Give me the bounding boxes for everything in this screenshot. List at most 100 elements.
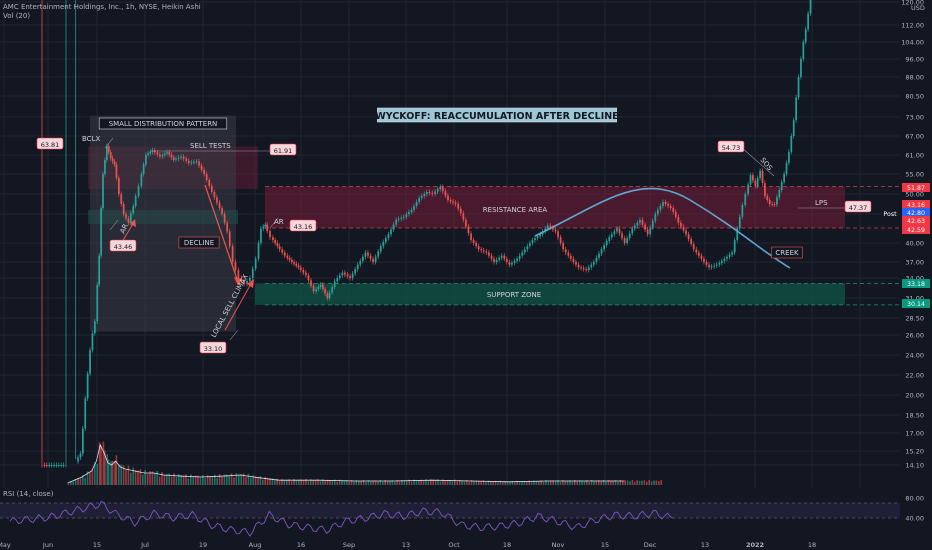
candle-body <box>444 191 447 196</box>
volume-bar <box>360 480 362 485</box>
volume-bar <box>499 480 502 485</box>
candle-body <box>526 246 529 250</box>
volume-bar <box>122 465 125 485</box>
volume-bar <box>468 481 470 485</box>
volume-bar <box>648 480 650 485</box>
volume-bar <box>518 481 521 485</box>
axis-badge-bg <box>902 279 930 288</box>
volume-bar <box>166 474 168 485</box>
volume-bar <box>156 470 158 485</box>
volume-bar <box>216 477 218 485</box>
candle-body <box>636 222 639 226</box>
volume-bar <box>516 480 518 485</box>
ar-arrow-line <box>121 221 135 243</box>
x-tick-label: 15 <box>601 541 609 549</box>
volume-bar <box>79 478 82 485</box>
candle-body <box>127 218 130 223</box>
volume-bar <box>245 477 247 485</box>
candle-body <box>351 273 354 278</box>
candle-body <box>428 192 431 193</box>
volume-bar <box>502 482 504 485</box>
candle-body <box>243 281 245 284</box>
candle-body <box>266 224 269 231</box>
y-tick-label: 17.00 <box>905 430 924 438</box>
y-tick-label: 24.00 <box>905 352 924 360</box>
x-tick-label: Aug <box>249 541 262 549</box>
price-label-left: 54.73 <box>717 140 745 153</box>
volume-bar <box>552 480 554 485</box>
price-label-left: 43.16 <box>289 219 317 232</box>
candle-body <box>130 213 132 223</box>
volume-bar <box>228 476 230 485</box>
volume-bar <box>240 474 242 485</box>
volume-bar <box>564 480 566 485</box>
candle-body <box>631 228 634 234</box>
candle-body <box>771 204 773 205</box>
candle-body <box>623 238 626 243</box>
candle-body <box>96 284 99 322</box>
volume-bar <box>595 480 598 485</box>
x-tick-label: May <box>0 541 11 549</box>
candle-body <box>200 165 203 170</box>
decline-label: DECLINE <box>184 239 214 247</box>
candle-body <box>283 252 286 256</box>
volume-bar <box>504 481 506 485</box>
volume-bar <box>154 473 156 485</box>
volume-bar <box>149 471 151 485</box>
candle-body <box>134 196 137 206</box>
candle-body <box>60 465 63 466</box>
candle-body <box>58 465 60 466</box>
volume-bar <box>319 480 322 485</box>
candle-body <box>293 262 295 264</box>
volume-bar <box>538 481 540 485</box>
candle-body <box>646 229 649 235</box>
volume-bar <box>377 481 379 485</box>
candle-body <box>685 230 687 235</box>
volume-bar <box>182 476 185 485</box>
candle-body <box>764 183 766 196</box>
candle-body <box>431 193 434 194</box>
candle-body <box>328 292 331 298</box>
candle-body <box>336 278 339 282</box>
candle-body <box>628 233 631 239</box>
candle-body <box>333 281 336 287</box>
volume-bar <box>458 479 461 485</box>
volume-bar <box>612 480 614 485</box>
candle-body <box>562 243 565 250</box>
candle-body <box>549 225 552 228</box>
volume-bar <box>250 477 252 485</box>
axis-badge-text: 42.80 <box>907 210 925 217</box>
candle-body <box>111 158 114 162</box>
candle-body <box>521 252 524 256</box>
candle-body <box>454 202 457 204</box>
volume-bar <box>660 480 662 485</box>
y-tick-label: 13.10 <box>905 0 924 2</box>
volume-bar <box>535 480 538 485</box>
volume-bar <box>600 481 602 485</box>
candle-body <box>387 234 390 239</box>
volume-bar <box>118 464 120 485</box>
candle-body <box>649 227 652 235</box>
volume-bar <box>389 480 391 485</box>
volume-bar <box>528 480 530 485</box>
candle-body <box>610 234 613 238</box>
y-tick-label: 22.00 <box>905 372 924 380</box>
candle-body <box>53 465 55 466</box>
volume-bar <box>192 476 194 485</box>
candle-body <box>674 212 677 217</box>
candle-body <box>107 146 110 153</box>
volume-bar <box>209 476 211 485</box>
volume-bar <box>82 475 84 485</box>
candle-body <box>577 264 580 268</box>
volume-bar <box>89 472 91 485</box>
candle-body <box>91 333 94 350</box>
candle-body <box>395 219 397 225</box>
candle-body <box>539 234 541 237</box>
candle-body <box>498 257 501 260</box>
candle-body <box>807 13 809 30</box>
candle-body <box>346 274 349 277</box>
candle-body <box>364 252 367 257</box>
candle-body <box>372 258 374 262</box>
rsi-tick-label: 40.00 <box>905 515 924 523</box>
candle-body <box>672 208 675 212</box>
